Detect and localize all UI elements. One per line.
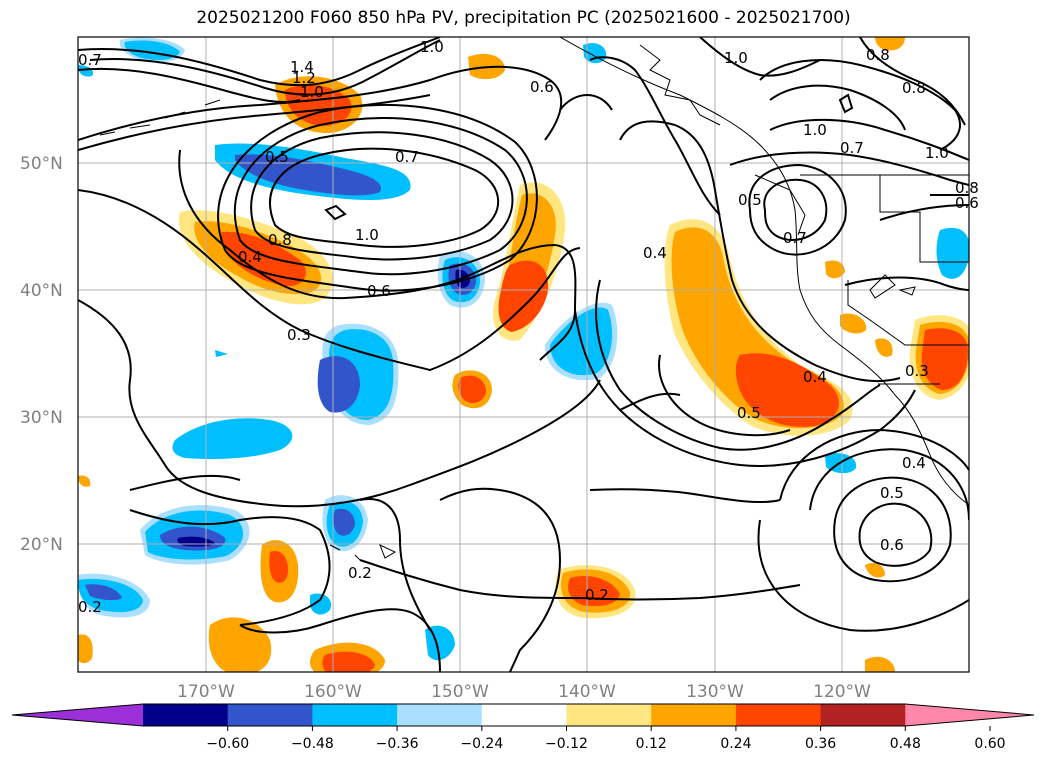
contour-label: 0.2 — [585, 586, 609, 604]
lat-label: 40°N — [20, 281, 63, 301]
contour-label: 0.3 — [287, 326, 311, 344]
contour-label: 1.0 — [925, 144, 949, 162]
colorbar-tick-label: 0.60 — [974, 736, 1005, 752]
colorbar-segment — [227, 704, 313, 726]
contour-label: 0.6 — [955, 194, 979, 212]
contour-label: 0.7 — [783, 229, 807, 247]
contour-label: 1.4 — [290, 58, 314, 76]
contour-label: 1.0 — [803, 121, 827, 139]
colorbar-segment — [397, 704, 483, 726]
colorbar-tick-label: −0.24 — [460, 736, 503, 752]
longitude-labels: 170°W 160°W 150°W 140°W 130°W 120°W — [177, 682, 871, 702]
lon-label: 120°W — [813, 682, 871, 702]
contour-label: 0.2 — [348, 564, 372, 582]
contour-label: 0.6 — [367, 282, 391, 300]
colorbar-tick-label: −0.12 — [545, 736, 588, 752]
contour-labels: 0.7 1.4 1.2 1.0 1.0 0.6 1.0 0.8 0.8 0.5 … — [78, 38, 979, 616]
map-frame — [77, 36, 970, 673]
colorbar-tick-label: 0.48 — [890, 736, 921, 752]
pv-contours — [78, 37, 969, 672]
contour-label: 0.8 — [866, 46, 890, 64]
contour-label: 0.5 — [880, 484, 904, 502]
latitude-labels: 50°N 40°N 30°N 20°N — [20, 154, 63, 555]
contour-label: 0.6 — [530, 78, 554, 96]
contour-label: 0.7 — [78, 51, 102, 69]
colorbar-segment — [651, 704, 737, 726]
colorbar-extend-low — [12, 704, 143, 726]
map-title: 2025021200 F060 850 hPa PV, precipitatio… — [196, 8, 851, 28]
contour-label: 0.8 — [902, 79, 926, 97]
contour-label: 0.5 — [737, 404, 761, 422]
colorbar-extend-high — [905, 704, 1034, 726]
colorbar-outline — [11, 703, 1035, 727]
contour-label: 1.0 — [724, 49, 748, 67]
colorbar-segment — [143, 704, 229, 726]
colorbar-tick-label: −0.60 — [206, 736, 249, 752]
lon-label: 170°W — [177, 682, 235, 702]
contour-label: 0.6 — [880, 536, 904, 554]
contour-label: 0.7 — [840, 139, 864, 157]
contour-label: 1.0 — [300, 83, 324, 101]
colorbar-tick-label: 0.12 — [636, 736, 667, 752]
colorbar-tick-label: 0.24 — [720, 736, 751, 752]
contour-label: 1.0 — [355, 226, 379, 244]
contour-label: 0.4 — [803, 368, 827, 386]
lat-label: 20°N — [20, 535, 63, 555]
lat-label: 50°N — [20, 154, 63, 174]
colorbar-segment — [820, 704, 906, 726]
lon-label: 160°W — [304, 682, 362, 702]
contour-label: 0.2 — [78, 598, 102, 616]
precip-shading — [78, 37, 969, 672]
contour-label: 0.5 — [265, 148, 289, 166]
contour-label: 0.8 — [955, 179, 979, 197]
contour-label: 0.3 — [905, 362, 929, 380]
contour-label: 0.5 — [738, 191, 762, 209]
colorbar-tick-label: −0.36 — [376, 736, 419, 752]
lon-label: 130°W — [686, 682, 744, 702]
colorbar-segment — [481, 704, 567, 726]
colorbar-segment — [566, 704, 652, 726]
colorbar-tick-label: −0.48 — [291, 736, 334, 752]
lon-label: 150°W — [431, 682, 489, 702]
colorbar-segment — [312, 704, 398, 726]
colorbar: −0.60 −0.48 −0.36 −0.24 −0.12 0.12 0.24 0.36 0.4… — [11, 703, 1035, 752]
contour-label: 0.4 — [643, 244, 667, 262]
lat-label: 30°N — [20, 408, 63, 428]
contour-label: 0.7 — [395, 148, 419, 166]
gridlines — [78, 37, 969, 672]
contour-label: 0.4 — [902, 454, 926, 472]
contour-label: 1.0 — [420, 38, 444, 56]
contour-label: 1.2 — [292, 69, 316, 87]
lon-label: 140°W — [558, 682, 616, 702]
colorbar-segment — [735, 704, 822, 726]
colorbar-tick-label: 0.36 — [805, 736, 836, 752]
contour-label: 0.4 — [238, 248, 262, 266]
coastlines — [99, 37, 969, 561]
contour-label: 0.8 — [268, 231, 292, 249]
